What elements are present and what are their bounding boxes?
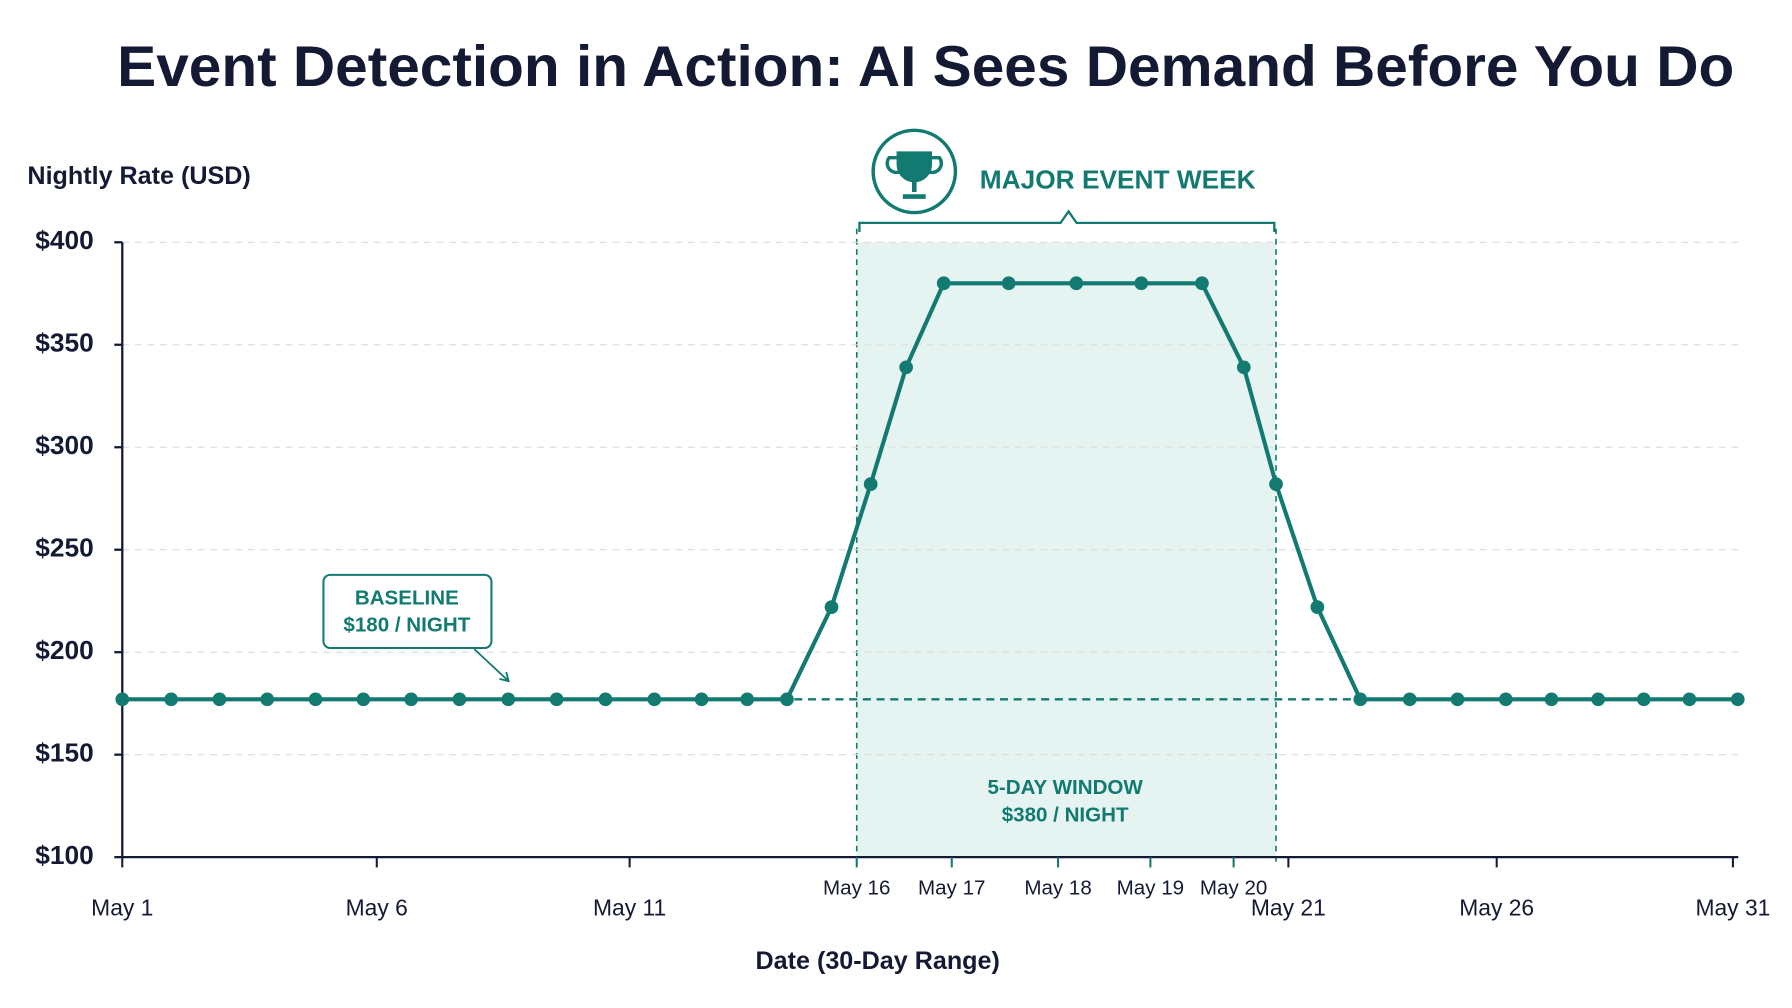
rate-point	[549, 692, 564, 707]
rate-point	[1069, 276, 1084, 291]
x-axis-title: Date (30-Day Range)	[756, 947, 1000, 975]
rate-point	[824, 600, 839, 614]
y-tick-label: $400	[35, 225, 93, 255]
rate-point	[356, 692, 371, 707]
rate-point	[1402, 692, 1417, 707]
rate-point	[115, 692, 130, 707]
rate-point	[308, 692, 323, 707]
rate-point	[1730, 692, 1745, 707]
rate-point	[1353, 692, 1368, 707]
y-tick-label: $350	[35, 328, 93, 358]
x-tick-label: May 16	[823, 877, 890, 900]
y-tick-label: $250	[35, 533, 93, 563]
rate-point	[936, 276, 951, 291]
y-tick-label: $300	[35, 430, 93, 460]
y-tick-label: $200	[35, 635, 93, 665]
rate-point	[1236, 360, 1251, 375]
x-tick-label: May 1	[91, 895, 153, 921]
x-tick-label: May 6	[346, 895, 408, 921]
rate-point	[899, 360, 913, 375]
x-tick-label: May 21	[1251, 895, 1326, 921]
rate-point	[740, 692, 755, 707]
rate-point	[1195, 276, 1209, 291]
event-bracket	[858, 209, 1276, 232]
y-tick-label: $100	[35, 840, 93, 870]
trophy-icon	[871, 128, 958, 215]
x-tick-label: May 18	[1024, 877, 1091, 900]
rate-point	[1498, 692, 1513, 707]
chart-title: Event Detection in Action: AI Sees Deman…	[117, 35, 1734, 99]
rate-point	[1310, 600, 1325, 614]
event-label: MAJOR EVENT WEEK	[980, 165, 1256, 195]
rate-point	[647, 692, 662, 707]
rate-point	[212, 692, 227, 707]
rate-point	[404, 692, 418, 707]
y-axis-title: Nightly Rate (USD)	[27, 162, 250, 190]
baseline-callout-text: BASELINE	[355, 586, 459, 609]
window-label: 5-DAY WINDOW	[987, 776, 1143, 799]
window-label: $380 / NIGHT	[1002, 803, 1129, 826]
rate-point	[694, 692, 709, 707]
rate-point	[164, 692, 178, 707]
rate-point	[1636, 692, 1651, 707]
baseline-callout-box	[322, 573, 493, 650]
rate-point	[863, 477, 878, 491]
background-layer	[122, 228, 1739, 862]
rate-point	[1450, 692, 1465, 707]
rate-point	[452, 692, 467, 707]
x-tick-label: May 17	[918, 877, 985, 900]
rate-point	[260, 692, 275, 707]
rate-point	[780, 692, 794, 707]
rate-point	[1682, 692, 1697, 707]
rate-point	[1269, 477, 1283, 491]
rate-point	[1544, 692, 1559, 707]
baseline-callout-text: $180 / NIGHT	[343, 614, 470, 637]
x-tick-label: May 19	[1117, 877, 1184, 900]
baseline-arrow	[473, 648, 510, 683]
x-tick-label: May 31	[1695, 895, 1770, 921]
y-tick-label: $150	[35, 738, 93, 768]
rate-point	[1001, 276, 1016, 291]
rate-point	[598, 692, 613, 707]
rate-point	[501, 692, 516, 707]
x-tick-label: May 26	[1459, 895, 1534, 921]
x-tick-label: May 20	[1200, 877, 1267, 900]
rate-point	[1134, 276, 1149, 291]
x-tick-label: May 11	[593, 895, 666, 921]
rate-point	[1591, 692, 1606, 707]
